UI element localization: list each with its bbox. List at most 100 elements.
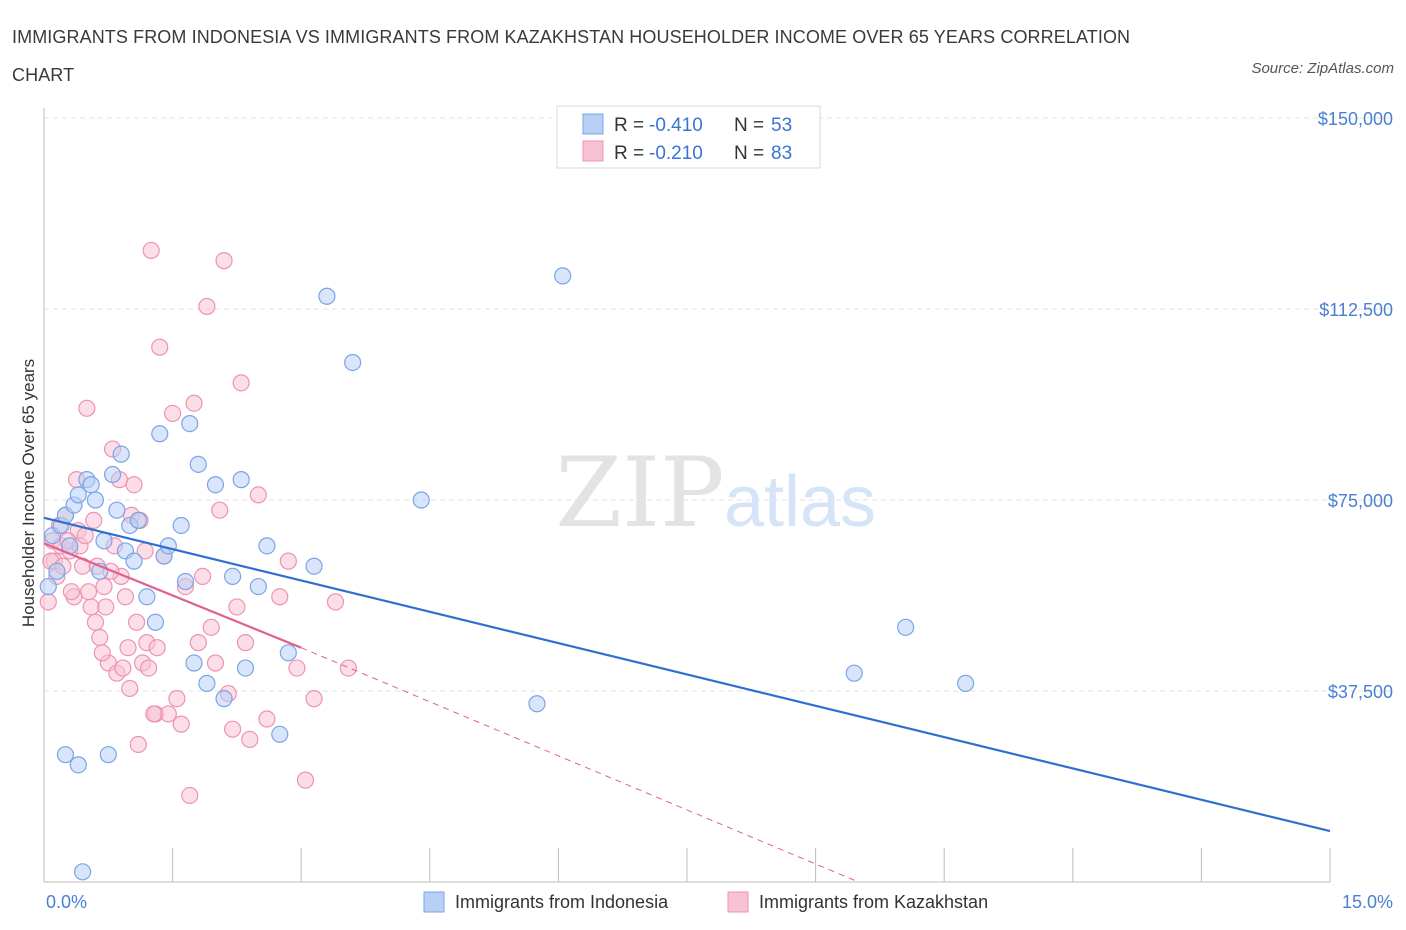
- point-indonesia-2: [48, 562, 66, 580]
- point-kazakhstan-69: [93, 644, 111, 662]
- trend-line-kazakhstan-2: [301, 647, 859, 883]
- y-tick-labels: $37,500 $75,000 $112,500 $150,000: [1318, 109, 1393, 702]
- trend-lines: [43, 516, 1331, 883]
- watermark-zip: ZIP: [555, 437, 724, 549]
- legend-r-value-kazakhstan: -0.210: [649, 143, 703, 164]
- point-indonesia-43: [528, 695, 546, 713]
- point-kazakhstan-32: [168, 690, 186, 708]
- point-kazakhstan-80: [139, 659, 158, 677]
- bottom-legend-label-indonesia: Immigrants from Indonesia: [455, 892, 669, 912]
- point-indonesia-9: [82, 476, 100, 494]
- y-tick-label-1: $75,000: [1328, 491, 1393, 511]
- point-kazakhstan-70: [97, 598, 115, 616]
- bottom-legend: Immigrants from Indonesia Immigrants fro…: [423, 891, 988, 913]
- point-kazakhstan-39: [198, 297, 216, 316]
- point-indonesia-49: [73, 863, 92, 881]
- point-indonesia-39: [305, 557, 323, 575]
- legend-swatch-indonesia: [582, 113, 604, 135]
- y-tick-label-2: $112,500: [1319, 300, 1393, 320]
- point-kazakhstan-35: [181, 786, 199, 805]
- legend-r-value-indonesia: -0.410: [649, 115, 703, 136]
- point-kazakhstan-74: [114, 659, 132, 677]
- point-kazakhstan-62: [62, 583, 81, 601]
- point-indonesia-7: [69, 486, 87, 504]
- point-kazakhstan-14: [91, 628, 109, 647]
- point-kazakhstan-58: [339, 659, 357, 677]
- top-legend: R = -0.410 N = 53 R = -0.210 N = 83: [556, 105, 821, 169]
- point-kazakhstan-0: [39, 593, 57, 611]
- point-indonesia-46: [897, 618, 915, 636]
- point-indonesia-21: [146, 613, 165, 631]
- point-kazakhstan-33: [172, 715, 190, 733]
- point-indonesia-14: [108, 501, 126, 519]
- point-kazakhstan-56: [305, 690, 323, 708]
- x-tick-labels: 0.0% 15.0%: [46, 892, 1393, 912]
- point-indonesia-27: [185, 654, 203, 672]
- point-indonesia-34: [236, 659, 255, 677]
- point-kazakhstan-46: [228, 598, 246, 616]
- point-kazakhstan-38: [194, 567, 212, 586]
- point-indonesia-36: [258, 537, 276, 555]
- point-indonesia-30: [206, 476, 225, 494]
- point-indonesia-33: [232, 471, 250, 489]
- point-indonesia-13: [103, 465, 122, 484]
- point-kazakhstan-40: [202, 618, 220, 636]
- point-kazakhstan-50: [249, 486, 267, 504]
- point-kazakhstan-53: [279, 552, 297, 570]
- point-kazakhstan-22: [125, 476, 143, 494]
- point-kazakhstan-21: [121, 679, 139, 698]
- point-indonesia-19: [129, 511, 147, 529]
- point-indonesia-35: [249, 577, 267, 596]
- legend-n-label-kazakhstan: N =: [734, 143, 764, 164]
- legend-n-label-indonesia: N =: [734, 115, 764, 136]
- point-indonesia-10: [86, 491, 105, 509]
- legend-r-label-kazakhstan: R =: [614, 143, 644, 164]
- point-kazakhstan-13: [86, 613, 105, 631]
- point-kazakhstan-55: [296, 771, 315, 789]
- point-indonesia-41: [344, 353, 362, 372]
- y-axis-label: Householder Income Over 65 years: [19, 359, 38, 627]
- point-indonesia-31: [215, 690, 233, 708]
- watermark: ZIP atlas: [555, 437, 876, 549]
- point-indonesia-47: [957, 674, 975, 692]
- point-kazakhstan-42: [211, 501, 229, 519]
- point-kazakhstan-43: [215, 252, 233, 270]
- point-indonesia-20: [138, 588, 156, 606]
- point-indonesia-28: [189, 455, 207, 473]
- point-indonesia-38: [279, 644, 297, 662]
- y-tick-label-3: $150,000: [1318, 109, 1393, 129]
- legend-n-value-indonesia: 53: [771, 115, 792, 136]
- point-kazakhstan-47: [232, 374, 250, 392]
- point-kazakhstan-52: [271, 588, 289, 606]
- point-kazakhstan-81: [145, 705, 163, 723]
- grid: [44, 117, 1392, 692]
- y-tick-label-0: $37,500: [1328, 682, 1393, 702]
- point-indonesia-37: [271, 725, 289, 743]
- legend-swatch-kazakhstan: [582, 140, 604, 162]
- point-kazakhstan-66: [79, 583, 98, 601]
- axes: [43, 108, 1331, 883]
- chart-title: IMMIGRANTS FROM INDONESIA VS IMMIGRANTS …: [12, 27, 1131, 85]
- point-indonesia-25: [176, 572, 195, 591]
- point-indonesia-18: [125, 552, 143, 570]
- legend-n-value-kazakhstan: 83: [771, 143, 792, 164]
- point-kazakhstan-67: [85, 511, 103, 529]
- point-kazakhstan-48: [236, 634, 255, 652]
- point-indonesia-0: [39, 577, 57, 596]
- point-indonesia-12: [95, 532, 113, 550]
- point-kazakhstan-57: [326, 593, 345, 611]
- point-indonesia-42: [412, 491, 430, 509]
- point-indonesia-29: [198, 674, 216, 692]
- point-kazakhstan-51: [258, 710, 276, 728]
- point-indonesia-44: [554, 267, 572, 285]
- point-kazakhstan-11: [78, 399, 96, 417]
- point-kazakhstan-20: [116, 588, 135, 606]
- point-indonesia-52: [99, 746, 117, 764]
- point-indonesia-40: [318, 287, 336, 305]
- point-kazakhstan-28: [151, 338, 169, 356]
- point-indonesia-32: [224, 567, 242, 586]
- point-kazakhstan-54: [288, 659, 306, 677]
- bottom-legend-swatch-indonesia: [423, 891, 445, 913]
- point-kazakhstan-36: [185, 394, 203, 412]
- point-kazakhstan-75: [119, 639, 137, 657]
